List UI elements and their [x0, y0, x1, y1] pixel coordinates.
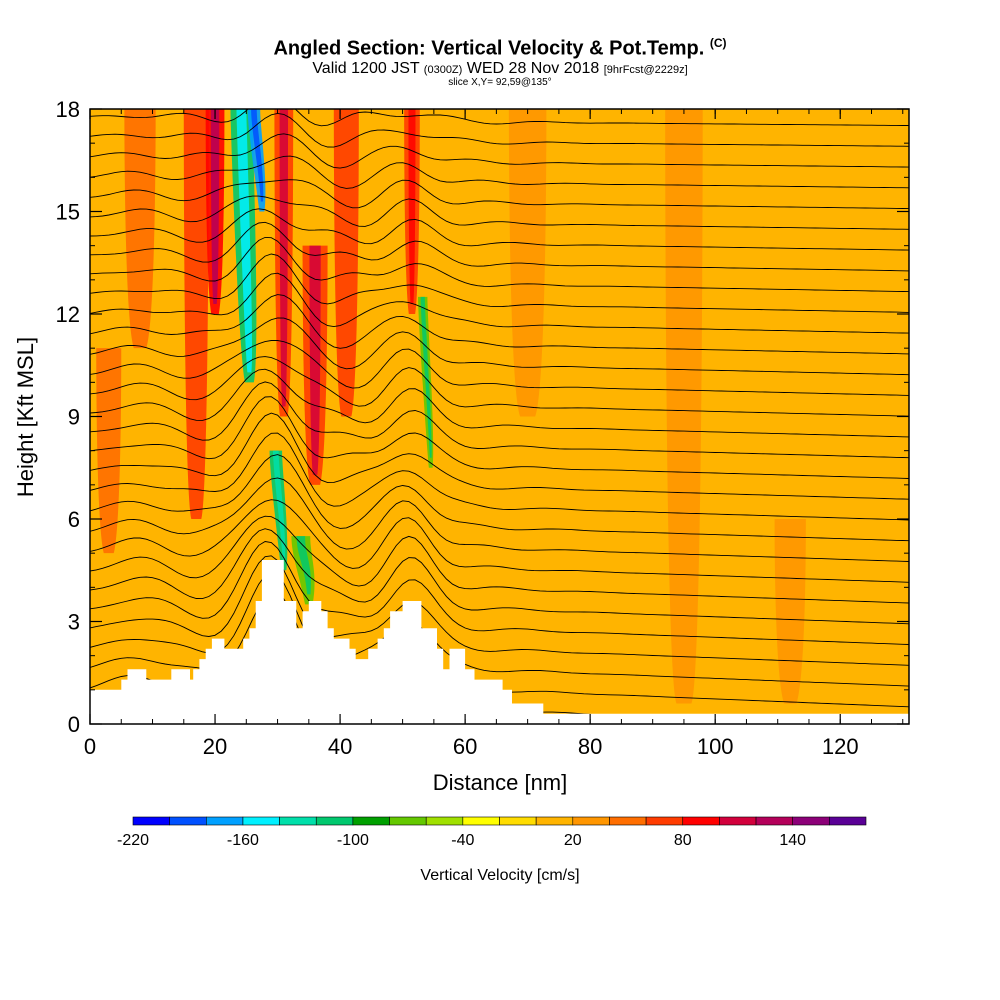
velocity-feature — [665, 109, 703, 704]
y-axis-label: Height [Kft MSL] — [13, 337, 38, 497]
velocity-feature — [124, 109, 156, 349]
colorbar-swatch — [169, 816, 207, 826]
theta-contour — [90, 454, 909, 542]
colorbar-swatch — [315, 816, 354, 826]
velocity-features — [96, 109, 806, 704]
y-tick-label: 3 — [68, 610, 80, 635]
colorbar-tick-label: 20 — [564, 832, 582, 849]
velocity-feature — [96, 348, 122, 554]
colorbar-swatch — [645, 816, 684, 826]
plot-area — [90, 78, 909, 724]
velocity-feature — [508, 109, 547, 417]
y-tick-label: 18 — [56, 97, 80, 122]
colorbar-swatch — [499, 816, 537, 826]
colorbar-swatch — [572, 816, 610, 826]
theta-contour — [90, 515, 909, 604]
velocity-feature — [333, 109, 359, 417]
colorbar-tick-label: -100 — [337, 832, 369, 849]
colorbar-swatch — [609, 816, 647, 826]
velocity-feature — [183, 109, 209, 519]
theta-contour — [90, 340, 909, 396]
theta-contour — [90, 133, 909, 169]
colorbar-swatch — [719, 816, 757, 826]
theta-contour — [90, 499, 909, 583]
x-tick-label: 60 — [453, 734, 477, 759]
theta-contour — [90, 317, 909, 376]
x-tick-label: 80 — [578, 734, 602, 759]
theta-contour — [90, 112, 909, 148]
velocity-feature-core — [210, 109, 220, 304]
x-tick-label: 0 — [84, 734, 96, 759]
colorbar-swatch — [829, 816, 867, 826]
theta-contour — [90, 236, 909, 293]
colorbar-tick-label: -40 — [451, 832, 474, 849]
velocity-feature-core — [408, 109, 416, 304]
x-tick-label: 20 — [203, 734, 227, 759]
velocity-feature-core — [236, 109, 253, 373]
theta-contour — [90, 179, 909, 210]
theta-contour — [90, 571, 909, 687]
theta-contour — [90, 78, 909, 105]
terrain-mask — [90, 560, 909, 724]
colorbar-swatch — [535, 816, 574, 826]
background-field — [90, 109, 909, 724]
theta-contour — [90, 368, 909, 438]
theta-contour — [90, 477, 909, 562]
colorbar-swatch — [682, 816, 720, 826]
theta-contour — [90, 528, 909, 625]
colorbar-swatch — [279, 816, 317, 826]
y-tick-label: 6 — [68, 507, 80, 532]
axes: 0 20 40 60 80 100 120 0 3 6 9 12 15 18 — [56, 97, 909, 759]
chart-subtitle-slice: slice X,Y= 92,59@135° — [448, 77, 552, 88]
velocity-feature-core — [251, 109, 264, 202]
chart-title: Angled Section: Vertical Velocity & Pot.… — [273, 36, 727, 60]
colorbar-tick-label: -220 — [117, 832, 149, 849]
y-tick-label: 15 — [56, 200, 80, 225]
theta-contour — [90, 412, 909, 500]
theta-contour — [90, 294, 909, 355]
x-axis-label: Distance [nm] — [433, 770, 568, 795]
colorbar-swatch — [792, 816, 830, 826]
velocity-feature-core — [279, 109, 289, 407]
x-tick-label: 100 — [697, 734, 734, 759]
theta-contour — [90, 109, 909, 127]
colorbar-tick-label: -160 — [227, 832, 259, 849]
theta-contour — [90, 432, 909, 521]
x-tick-label: 40 — [328, 734, 352, 759]
colorbar-swatch — [389, 816, 427, 826]
theta-contour — [90, 396, 909, 479]
colorbar-tick-label: 80 — [674, 832, 692, 849]
colorbar: -220 -160 -100 -40 20 80 140 — [117, 816, 867, 849]
y-tick-label: 12 — [56, 302, 80, 327]
y-tick-label: 9 — [68, 405, 80, 430]
chart-subtitle-valid: Valid 1200 JST (0300Z) WED 28 Nov 2018 [… — [312, 60, 688, 77]
colorbar-swatch — [206, 816, 244, 826]
theta-contour — [90, 221, 909, 272]
y-tick-label: 0 — [68, 712, 80, 737]
theta-contour — [90, 272, 909, 334]
colorbar-label: Vertical Velocity [cm/s] — [420, 867, 579, 884]
x-tick-label: 120 — [822, 734, 859, 759]
theta-contour — [90, 155, 909, 189]
colorbar-tick-label: 140 — [779, 832, 806, 849]
colorbar-swatch — [755, 816, 793, 826]
theta-contour — [90, 195, 909, 230]
theta-contour — [90, 208, 909, 251]
colorbar-swatch — [462, 816, 500, 826]
velocity-feature-core — [296, 536, 312, 595]
colorbar-swatch — [425, 816, 464, 826]
colorbar-swatch — [352, 816, 390, 826]
theta-contour — [90, 253, 909, 313]
colorbar-swatch — [242, 816, 280, 826]
theta-contour — [90, 356, 909, 417]
colorbar-swatch — [132, 816, 170, 826]
velocity-feature — [774, 519, 806, 704]
theta-contour — [90, 541, 909, 645]
theta-contour — [90, 555, 909, 666]
theta-contour — [90, 381, 909, 459]
